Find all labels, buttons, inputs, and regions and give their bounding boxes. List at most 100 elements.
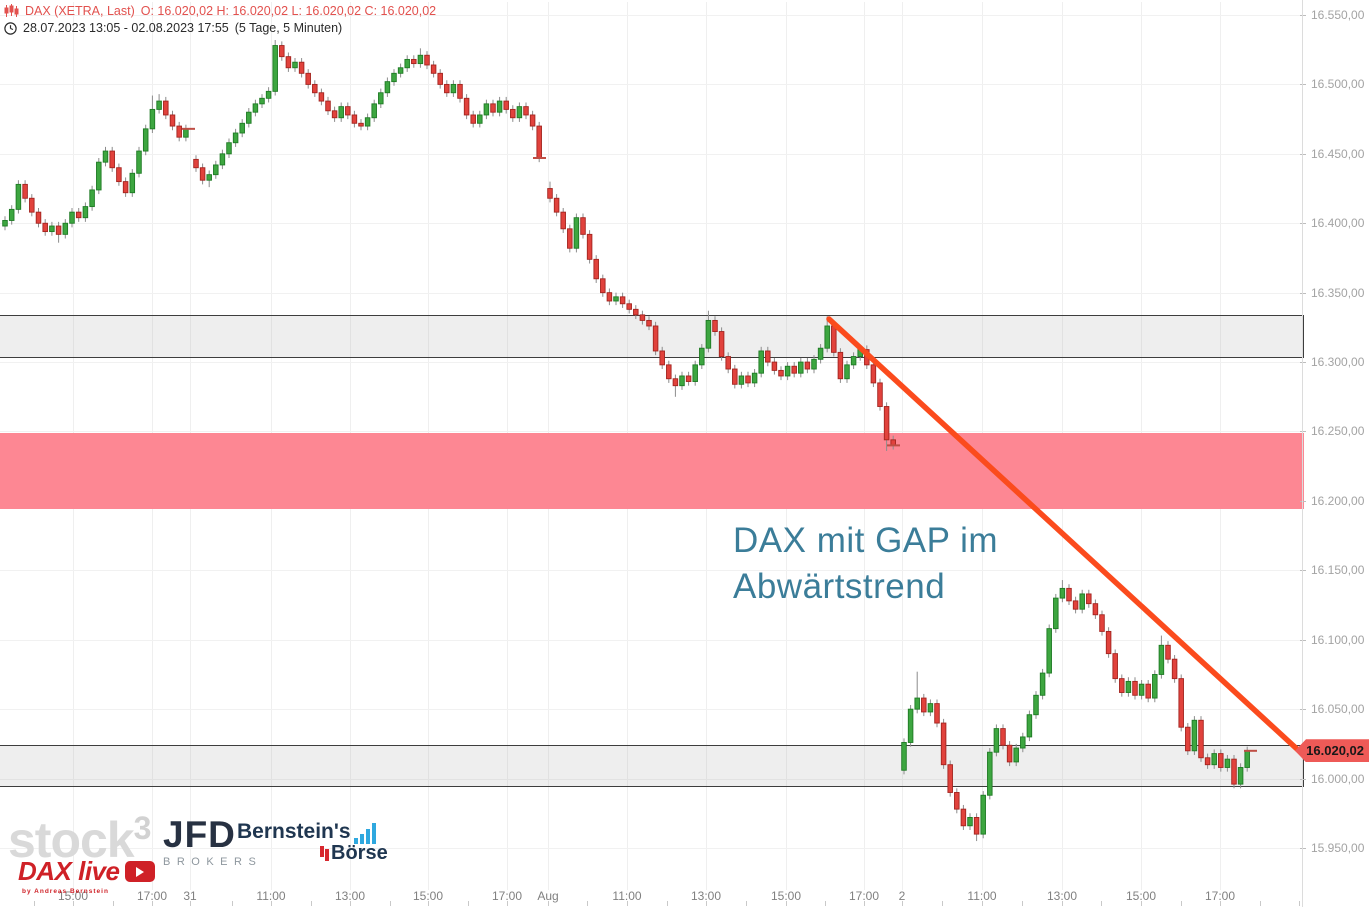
candle-down <box>457 83 463 99</box>
candle-up <box>450 83 457 94</box>
y-axis-label: 16.300,00 <box>1311 355 1365 370</box>
candle-down <box>652 325 659 352</box>
candle-down <box>470 114 476 124</box>
gap-zone-pink[interactable] <box>0 432 1304 510</box>
x-axis-tick <box>1062 901 1063 906</box>
candle-down <box>940 722 947 766</box>
candle-up <box>477 114 483 124</box>
downtrend-line[interactable] <box>826 316 1305 757</box>
x-axis-tick <box>190 901 191 906</box>
candle-glyph-icon <box>320 846 329 861</box>
candle-down <box>639 314 646 321</box>
candle-down <box>1218 753 1224 768</box>
candle-up <box>1020 736 1026 749</box>
x-axis-tick <box>1220 901 1221 906</box>
x-axis-tick <box>864 901 865 906</box>
candle-down <box>305 72 311 85</box>
candle-up <box>417 54 424 65</box>
candle-up <box>265 90 272 99</box>
y-axis-tick <box>1300 500 1306 502</box>
candle-down <box>529 114 536 127</box>
candle-down <box>444 83 450 94</box>
candle-down <box>626 303 632 310</box>
candle-up <box>102 150 109 163</box>
x-axis-tick <box>390 901 391 906</box>
instrument-title[interactable]: DAX (XETRA, Last) <box>25 4 135 18</box>
x-axis-label: 13:00 <box>1046 889 1078 903</box>
candle-up <box>1046 628 1052 674</box>
x-axis-label: 17:00 <box>848 889 880 903</box>
y-axis-tick <box>1300 570 1306 572</box>
price-gridline <box>0 362 1302 364</box>
candle-down <box>791 365 797 374</box>
candle-down <box>55 225 62 235</box>
candle-down <box>75 211 82 219</box>
axis-separator-line <box>1302 0 1303 907</box>
candle-down <box>523 106 529 116</box>
x-axis-label: 11:00 <box>256 889 286 903</box>
candle-down <box>163 100 169 116</box>
chart-header: DAX (XETRA, Last) O: 16.020,02 H: 16.020… <box>4 4 436 35</box>
x-axis-tick <box>34 901 35 906</box>
candle-down <box>430 64 437 74</box>
resistance-zone-upper[interactable] <box>0 314 1304 358</box>
candle-down <box>437 72 443 85</box>
candle-down <box>199 167 206 181</box>
candle-up <box>2 220 8 227</box>
x-axis-tick <box>1260 901 1261 906</box>
candle-down <box>606 292 613 302</box>
candle-down <box>35 211 42 224</box>
x-axis-label: 11:00 <box>967 889 997 903</box>
stock3-text: stock <box>8 812 135 868</box>
candle-down <box>510 108 516 119</box>
candle-down <box>424 54 430 66</box>
x-axis-tick <box>548 901 549 906</box>
x-axis-tick <box>311 901 312 906</box>
candle-down <box>1092 603 1099 616</box>
y-axis-tick <box>1300 84 1306 86</box>
x-axis-tick <box>507 901 508 906</box>
dax-live-logo: DAX live by Andreas Bernstein <box>18 856 155 895</box>
y-axis-tick <box>1300 709 1306 711</box>
candle-up <box>15 183 22 210</box>
price-gridline <box>0 431 1302 433</box>
candle-up <box>1125 680 1132 693</box>
candle-down <box>1099 614 1105 632</box>
candle-up <box>156 100 162 110</box>
candle-up <box>798 361 804 374</box>
candle-up <box>96 161 102 191</box>
candle-up <box>149 108 156 130</box>
candle-up <box>1059 587 1066 599</box>
candle-up <box>1244 750 1250 768</box>
candle-down <box>745 375 751 384</box>
candle-up <box>573 217 580 249</box>
price-gridline <box>0 570 1302 572</box>
support-zone-lower[interactable] <box>0 745 1304 787</box>
candle-up <box>1013 747 1019 763</box>
candle-up <box>1152 674 1158 699</box>
candle-down <box>345 106 351 116</box>
candle-down <box>600 278 606 294</box>
candle-down <box>960 808 967 827</box>
candle-up <box>397 67 404 74</box>
annotation-text[interactable]: DAX mit GAP im Abwärtstrend <box>733 518 998 610</box>
candle-up <box>993 728 1000 753</box>
candle-down <box>411 58 417 65</box>
x-axis-tick <box>350 901 351 906</box>
x-axis-tick <box>1141 901 1142 906</box>
price-gridline <box>0 84 1302 86</box>
candle-down <box>42 222 48 233</box>
x-axis-tick <box>428 901 429 906</box>
candle-down <box>116 167 122 183</box>
candle-down <box>633 308 639 316</box>
candle-up <box>213 164 219 176</box>
candle-down <box>503 100 509 110</box>
candle-down <box>553 197 560 213</box>
jfd-text: JFD <box>163 814 236 855</box>
y-axis-label: 16.100,00 <box>1311 632 1365 647</box>
candle-up <box>914 697 920 710</box>
candle-down <box>285 56 292 69</box>
candle-up <box>384 81 391 94</box>
candle-up <box>183 128 189 138</box>
